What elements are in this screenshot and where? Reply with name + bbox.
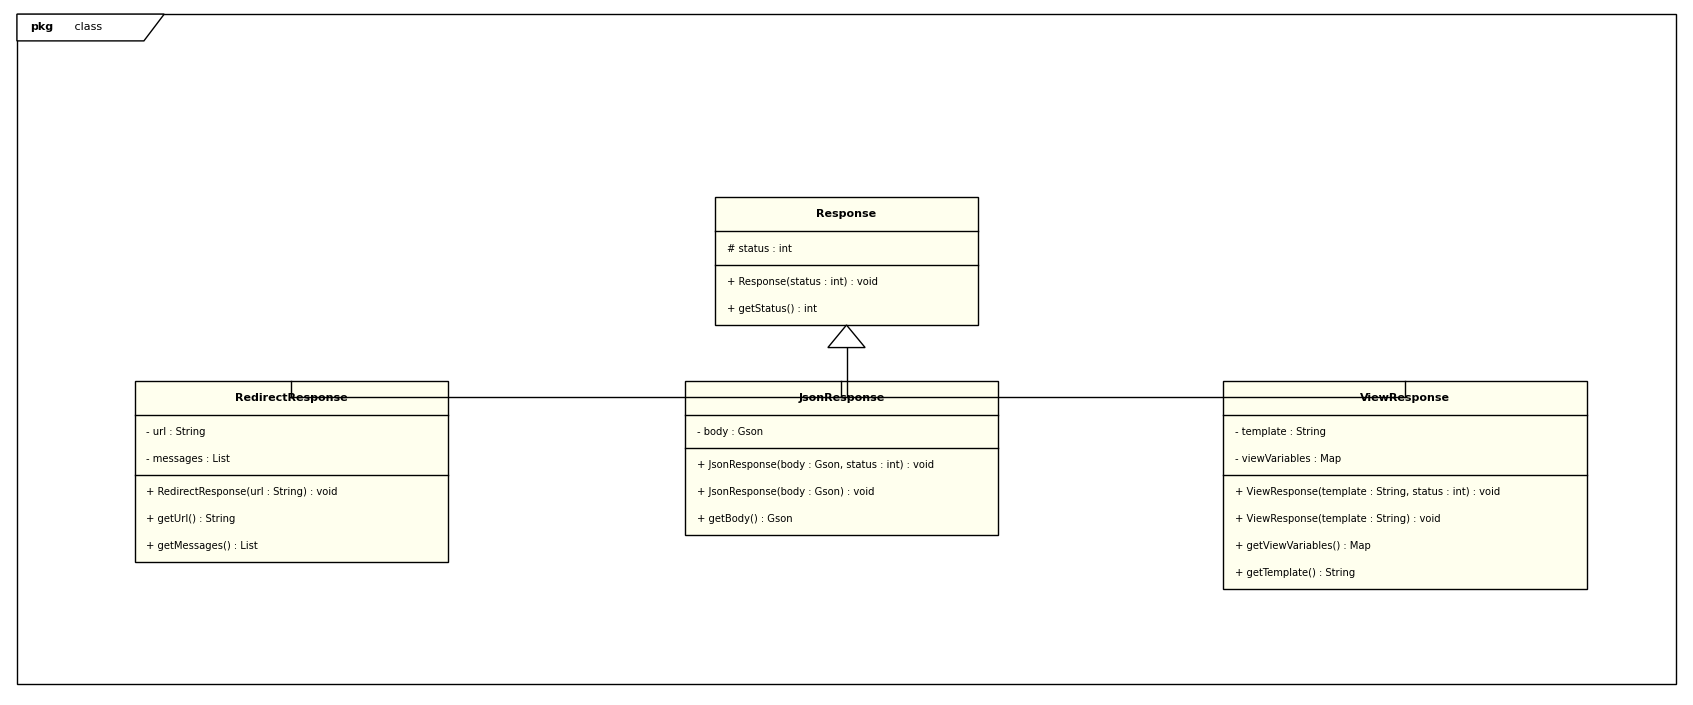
Text: ViewResponse: ViewResponse [1359,393,1451,403]
Text: RedirectResponse: RedirectResponse [235,393,347,403]
Text: + JsonResponse(body : Gson) : void: + JsonResponse(body : Gson) : void [698,487,874,497]
Text: Response: Response [816,209,877,219]
Polygon shape [17,14,164,41]
Text: + Response(status : int) : void: + Response(status : int) : void [728,277,879,287]
Polygon shape [828,325,865,348]
Text: + ViewResponse(template : String) : void: + ViewResponse(template : String) : void [1234,514,1441,524]
Text: + getMessages() : List: + getMessages() : List [146,541,259,551]
Bar [1222,381,1586,589]
Text: + ViewResponse(template : String, status : int) : void: + ViewResponse(template : String, status… [1234,487,1500,497]
Text: + JsonResponse(body : Gson, status : int) : void: + JsonResponse(body : Gson, status : int… [698,460,935,470]
Bar [684,381,997,535]
Text: - template : String: - template : String [1234,427,1326,437]
Text: - url : String: - url : String [146,427,207,437]
Text: - viewVariables : Map: - viewVariables : Map [1234,454,1341,464]
Text: class: class [71,23,102,32]
Text: pkg: pkg [30,23,54,32]
Text: + getBody() : Gson: + getBody() : Gson [698,514,792,524]
Text: + RedirectResponse(url : String) : void: + RedirectResponse(url : String) : void [146,487,339,497]
Text: + getViewVariables() : Map: + getViewVariables() : Map [1234,541,1371,551]
Text: JsonResponse: JsonResponse [799,393,884,403]
Text: # status : int: # status : int [728,244,792,254]
Text: - body : Gson: - body : Gson [698,427,764,437]
Text: + getTemplate() : String: + getTemplate() : String [1234,568,1356,577]
Bar [714,197,979,325]
Text: - messages : List: - messages : List [146,454,230,464]
Text: + getStatus() : int: + getStatus() : int [728,304,818,314]
Text: + getUrl() : String: + getUrl() : String [146,514,235,524]
Bar [134,381,447,562]
